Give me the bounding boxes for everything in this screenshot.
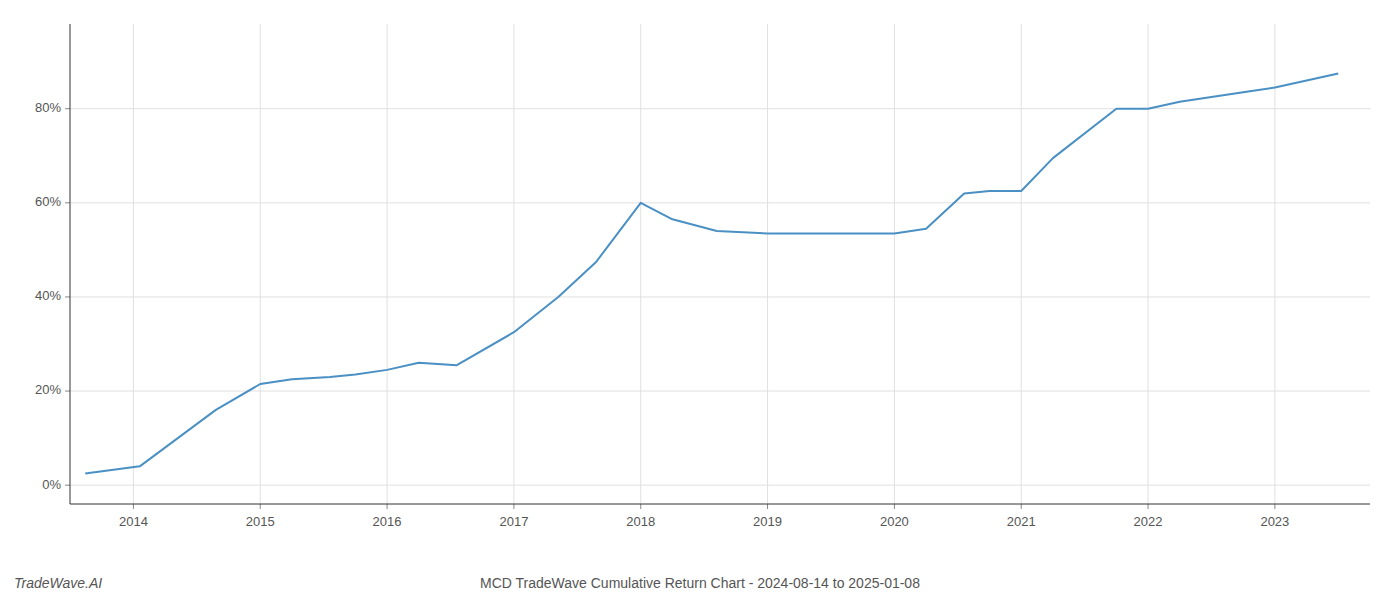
tick-mark (260, 504, 261, 509)
grid-line (70, 202, 1370, 203)
tick-label: 20% (35, 382, 61, 397)
grid (70, 24, 1370, 504)
x-axis-line (70, 504, 1370, 505)
grid-line (70, 485, 1370, 486)
tick-label: 80% (35, 100, 61, 115)
grid-line (894, 24, 895, 504)
grid-line (70, 296, 1370, 297)
tick-label: 2021 (1007, 514, 1036, 529)
tick-mark (133, 504, 134, 509)
tick-mark (65, 202, 70, 203)
line (85, 73, 1338, 473)
grid-line (513, 24, 514, 504)
tick-label: 2017 (499, 514, 528, 529)
chart-container: 0% 20% 40% 60% 80% 2014 2015 2016 2017 2018 2019 20… (0, 0, 1400, 600)
tick-label: 2018 (626, 514, 655, 529)
tick-label: 2023 (1260, 514, 1289, 529)
y-axis-line (70, 24, 71, 504)
watermark: TradeWave.AI (14, 575, 102, 591)
tick-mark (767, 504, 768, 509)
grid-line (1021, 24, 1022, 504)
tick-mark (894, 504, 895, 509)
tick-label: 2019 (753, 514, 782, 529)
tick-label: 60% (35, 194, 61, 209)
tick-label: 2015 (246, 514, 275, 529)
grid-line (133, 24, 134, 504)
tick-mark (1148, 504, 1149, 509)
tick-mark (1021, 504, 1022, 509)
tick-label: 2020 (880, 514, 909, 529)
axes: 0% 20% 40% 60% 80% 2014 2015 2016 2017 2018 2019 20… (35, 24, 1370, 529)
grid-line (70, 391, 1370, 392)
tick-label: 2022 (1134, 514, 1163, 529)
grid-line (1274, 24, 1275, 504)
chart-svg: 0% 20% 40% 60% 80% 2014 2015 2016 2017 2018 2019 20… (0, 0, 1400, 600)
tick-mark (513, 504, 514, 509)
tick-mark (65, 485, 70, 486)
grid-line (640, 24, 641, 504)
grid-line (70, 108, 1370, 109)
tick-label: 2016 (373, 514, 402, 529)
plot-area (85, 73, 1338, 473)
tick-mark (640, 504, 641, 509)
tick-mark (65, 296, 70, 297)
tick-label: 2014 (119, 514, 148, 529)
tick-label: 0% (42, 477, 61, 492)
tick-mark (65, 108, 70, 109)
tick-label: 40% (35, 288, 61, 303)
grid-line (767, 24, 768, 504)
title: MCD TradeWave Cumulative Return Chart - … (480, 575, 920, 591)
tick-mark (387, 504, 388, 509)
tick-mark (65, 391, 70, 392)
grid-line (260, 24, 261, 504)
grid-line (1148, 24, 1149, 504)
tick-mark (1274, 504, 1275, 509)
grid-line (387, 24, 388, 504)
